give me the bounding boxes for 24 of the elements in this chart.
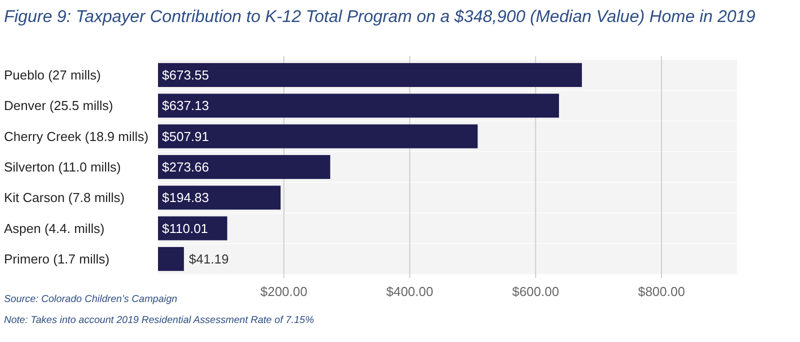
chart-title: Figure 9: Taxpayer Contribution to K-12 Total Program on a $348,900 (Median Value) Home in 2019 (4, 7, 756, 26)
x-tick-label: $600.00 (512, 284, 560, 299)
source-note: Source: Colorado Children’s Campaign (4, 294, 178, 305)
data-label: $637.13 (162, 98, 209, 114)
x-tick-label: $800.00 (638, 284, 685, 299)
data-label: $507.91 (162, 128, 209, 144)
x-tick-label: $200.00 (260, 284, 308, 299)
y-tick-label: Pueblo (27 mills) (4, 68, 101, 83)
y-tick-label: Cherry Creek (18.9 mills) (4, 128, 148, 144)
y-tick-label: Denver (25.5 mills) (4, 98, 114, 114)
y-tick-label: Kit Carson (7.8 mills) (4, 190, 125, 206)
data-label: $194.83 (162, 190, 209, 206)
data-label: $41.19 (188, 252, 229, 267)
bar (158, 247, 184, 271)
bar (158, 186, 281, 210)
y-tick-label: Primero (1.7 mills) (4, 252, 110, 267)
y-tick-label: Silverton (11.0 mills) (4, 160, 121, 175)
x-tick-label: $400.00 (386, 284, 434, 299)
y-tick-label: Aspen (4.4. mills) (4, 220, 104, 236)
data-label: $273.66 (162, 160, 209, 175)
data-label: $110.01 (162, 220, 208, 236)
text: Note: Takes into account 2019 Residential Assessment Rate of 7.15% (4, 315, 314, 326)
bar (158, 155, 330, 179)
data-label: $673.55 (162, 68, 209, 83)
